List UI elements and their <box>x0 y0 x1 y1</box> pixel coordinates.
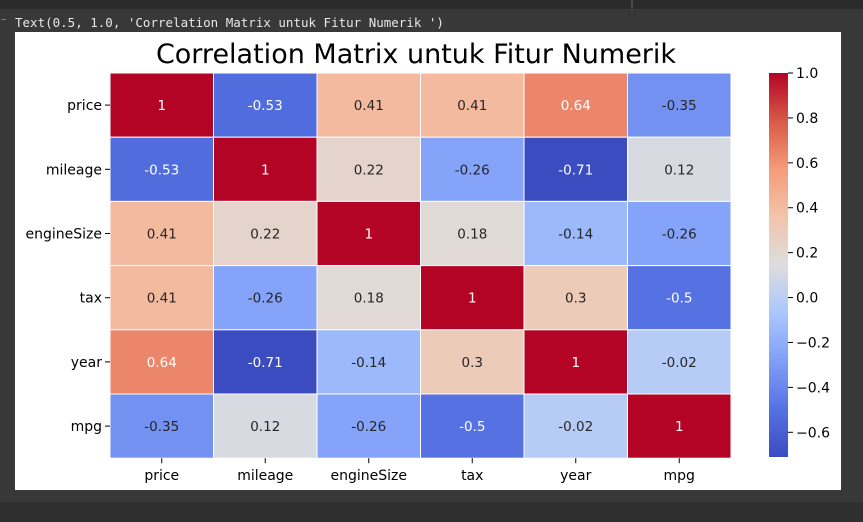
colorbar <box>769 73 788 457</box>
colorbar-tick-label: −0.4 <box>796 380 830 396</box>
heatmap-cell <box>420 72 525 138</box>
cell-annotation: 1 <box>675 419 684 435</box>
cell-annotation: 1 <box>261 162 270 178</box>
row-label: year <box>71 355 102 371</box>
cell-annotation: 0.18 <box>457 227 487 243</box>
cell-annotation: -0.26 <box>351 419 386 435</box>
row-labels: price mileage engineSize tax year mpg <box>26 98 110 435</box>
cell-annotation: 0.22 <box>250 227 280 243</box>
heatmap-cell <box>627 136 732 202</box>
cell-annotation: 1 <box>468 291 477 307</box>
heatmap-cell <box>213 265 318 331</box>
bottom-strip <box>0 502 863 522</box>
heatmap-cell <box>627 200 732 267</box>
cell-annotation: -0.5 <box>666 291 692 307</box>
cell-annotation: 0.41 <box>457 98 487 114</box>
cell-annotation: -0.35 <box>662 98 697 114</box>
row-label: tax <box>80 291 102 307</box>
cell-annotation: -0.26 <box>662 227 697 243</box>
cell-annotation: 0.64 <box>147 355 177 371</box>
heatmap-cell <box>109 72 214 138</box>
heatmap-cell <box>109 393 214 459</box>
cell-annotation: 0.12 <box>664 162 694 178</box>
cell-annotation: -0.26 <box>455 162 490 178</box>
cell-annotation: -0.71 <box>558 162 593 178</box>
cell-annotation: 0.12 <box>250 419 280 435</box>
colorbar-tick-label: 0.2 <box>796 246 818 262</box>
colorbar-tick-label: 0.4 <box>796 201 818 217</box>
heatmap-cell <box>627 393 732 459</box>
colorbar-tick-label: 0.0 <box>796 291 818 307</box>
column-label: year <box>560 468 591 484</box>
cell-annotation: -0.02 <box>662 355 697 371</box>
heatmap-cell <box>213 200 318 267</box>
colorbar-ticks: 1.0 0.8 0.6 0.4 0.2 0.0 −0.2 −0.4 −0.6 <box>788 66 830 441</box>
column-label: price <box>144 468 179 484</box>
heatmap-cell <box>109 265 214 331</box>
cell-annotation: -0.02 <box>558 419 593 435</box>
cell-annotation: -0.26 <box>248 291 283 307</box>
row-label: mileage <box>46 162 102 178</box>
heatmap-cell <box>316 265 421 331</box>
row-label: price <box>67 98 102 114</box>
chart-title: Correlation Matrix untuk Fitur Numerik <box>156 39 676 70</box>
cell-output-text: Text(0.5, 1.0, 'Correlation Matrix untuk… <box>15 15 444 30</box>
heatmap-cell <box>109 329 214 395</box>
cell-annotation: 0.64 <box>561 98 591 114</box>
cell-annotation: -0.14 <box>351 355 386 371</box>
column-label: mpg <box>664 468 695 484</box>
cell-annotation: 1 <box>571 355 580 371</box>
colorbar-tick-label: −0.2 <box>796 335 830 351</box>
heatmap-cell <box>523 200 628 267</box>
cell-annotation: -0.53 <box>144 162 179 178</box>
heatmap-cell <box>420 329 525 395</box>
cell-annotation: -0.71 <box>248 355 283 371</box>
colorbar-tick-label: 1.0 <box>796 66 818 82</box>
heatmap-cell <box>213 136 318 202</box>
cell-annotation: 0.18 <box>354 291 384 307</box>
pane-separator <box>631 0 633 9</box>
column-labels: price mileage engineSize tax year mpg <box>144 458 695 484</box>
correlation-heatmap: Correlation Matrix untuk Fitur Numerik 1… <box>26 39 831 484</box>
row-label: engineSize <box>26 227 103 243</box>
top-strip <box>0 0 863 9</box>
cell-annotation: 1 <box>364 227 373 243</box>
column-label: engineSize <box>331 468 408 484</box>
cell-annotation: 0.3 <box>565 291 586 307</box>
heatmap-annotations: 1 -0.53 0.41 0.41 0.64 -0.35 -0.53 1 0.22 -0.26 -0… <box>144 98 696 435</box>
row-label: mpg <box>71 419 102 435</box>
heatmap-cell <box>523 72 628 138</box>
column-label: mileage <box>237 468 293 484</box>
heatmap-cells <box>109 72 732 459</box>
heatmap-cell <box>627 329 732 395</box>
heatmap-figure: Correlation Matrix untuk Fitur Numerik 1… <box>15 32 841 490</box>
cell-annotation: -0.14 <box>558 227 593 243</box>
colorbar-tick-label: 0.8 <box>796 111 818 127</box>
heatmap-cell <box>316 72 421 138</box>
heatmap-cell <box>523 265 628 331</box>
colorbar-tick-label: −0.6 <box>796 425 830 441</box>
heatmap-cell <box>523 393 628 459</box>
cell-annotation: -0.35 <box>144 419 179 435</box>
colorbar-tick-label: 0.6 <box>796 156 818 172</box>
cell-annotation: 0.22 <box>354 162 384 178</box>
cell-annotation: -0.53 <box>248 98 283 114</box>
heatmap-cell <box>109 200 214 267</box>
cell-annotation: 0.41 <box>147 227 177 243</box>
heatmap-cell <box>420 200 525 267</box>
heatmap-cell <box>627 72 732 138</box>
cell-annotation: 0.3 <box>462 355 483 371</box>
cell-output-gutter-icon: ⁻ <box>0 14 8 28</box>
cell-annotation: 0.41 <box>354 98 384 114</box>
heatmap-cell <box>420 136 525 202</box>
heatmap-cell <box>316 329 421 395</box>
cell-annotation: -0.5 <box>459 419 485 435</box>
heatmap-cell <box>420 265 525 331</box>
cell-annotation: 0.41 <box>147 291 177 307</box>
column-label: tax <box>461 468 483 484</box>
cell-annotation: 1 <box>157 98 166 114</box>
heatmap-cell <box>523 329 628 395</box>
heatmap-cell <box>213 72 318 138</box>
heatmap-cell <box>627 265 732 331</box>
